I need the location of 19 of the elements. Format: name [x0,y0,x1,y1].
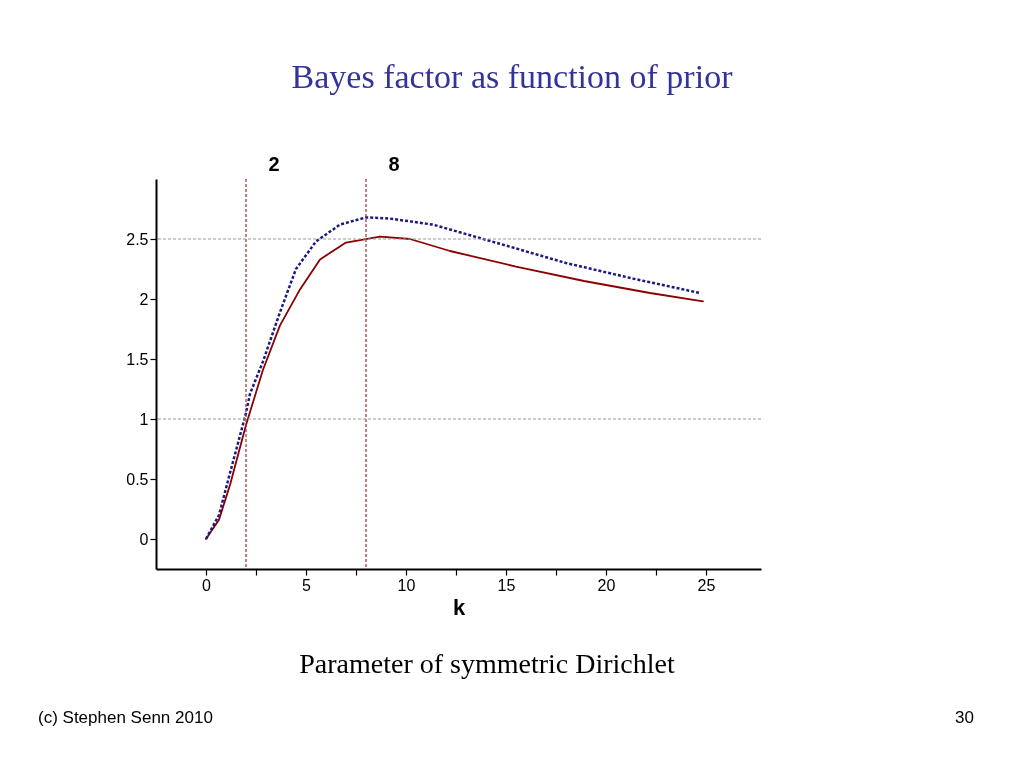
y-tick-label: 0 [139,530,149,548]
x-tick-label: 0 [202,576,212,594]
ref-line-label: 8 [388,153,400,175]
x-tick-label: 15 [497,576,516,594]
ref-line-label: 2 [268,153,280,175]
text: Parameter of symmetric Dirichlet [298,648,676,680]
x-tick-label: 25 [697,576,716,594]
x-tick-label: 20 [597,576,616,594]
y-tick-label: 2.5 [126,230,149,248]
y-tick-label: 1.5 [126,350,149,368]
x-tick-label: 10 [397,576,416,594]
text: (c) Stephen Senn 2010 [38,708,213,728]
y-tick-label: 2 [139,290,149,308]
text: 30 [955,708,974,728]
y-tick-label: 0.5 [126,470,149,488]
x-tick-label: 5 [302,576,312,594]
x-axis-title: k [452,594,466,620]
y-tick-label: 1 [139,410,149,428]
chart-title: Bayes factor as function of prior [290,58,734,96]
